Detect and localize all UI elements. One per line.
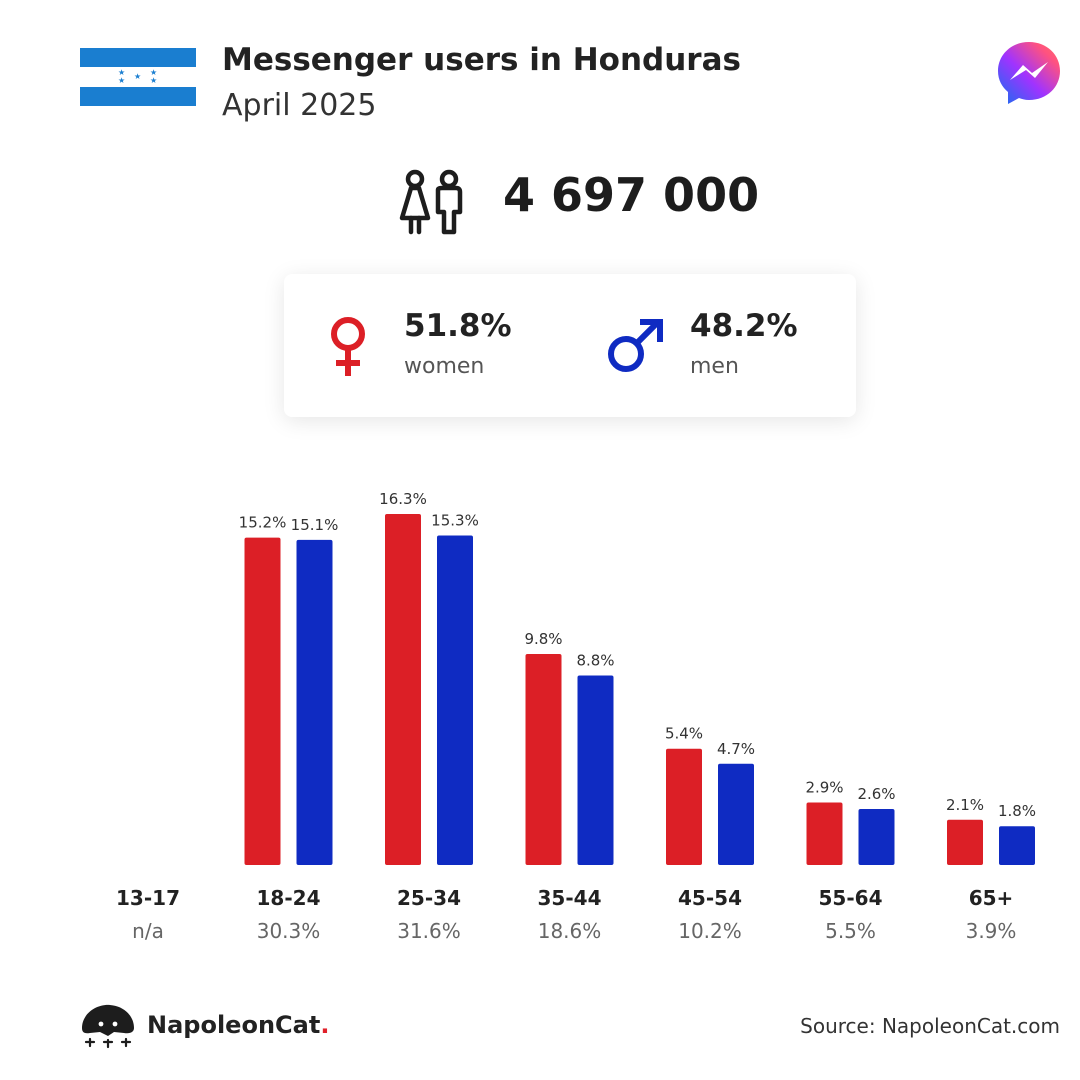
- bar-women-25-34: [385, 514, 421, 865]
- page-title: Messenger users in Honduras: [222, 42, 741, 78]
- page-subtitle: April 2025: [222, 88, 377, 123]
- age-group-total: 3.9%: [966, 919, 1017, 943]
- svg-text:★: ★: [150, 76, 157, 85]
- bar-women-45-54: [666, 748, 702, 865]
- bar-men-25-34: [437, 535, 473, 865]
- age-group-label: 35-44: [538, 886, 602, 910]
- bar-women-18-24: [244, 537, 281, 865]
- age-group-total: n/a: [132, 919, 164, 943]
- brand-name: NapoleonCat.: [147, 1011, 329, 1039]
- women-label: women: [404, 354, 485, 379]
- people-icon: [399, 169, 463, 235]
- svg-text:★: ★: [150, 68, 157, 77]
- svg-text:★: ★: [118, 68, 125, 77]
- age-group-total: 30.3%: [257, 919, 321, 943]
- bar-label-men-25-34: 15.3%: [431, 512, 479, 530]
- svg-text:★: ★: [134, 72, 141, 81]
- age-group-label: 18-24: [257, 886, 321, 910]
- bar-label-women-55-64: 2.9%: [805, 779, 843, 797]
- source-note: Source: NapoleonCat.com: [800, 1014, 1060, 1038]
- age-group-label: 45-54: [678, 886, 742, 910]
- age-group-total: 31.6%: [397, 919, 461, 943]
- messenger-logo-icon: [998, 42, 1060, 104]
- bar-men-45-54: [718, 763, 754, 865]
- bar-label-women-65+: 2.1%: [946, 796, 984, 814]
- bar-label-men-55-64: 2.6%: [857, 785, 895, 803]
- bar-label-men-65+: 1.8%: [998, 802, 1036, 820]
- bar-women-35-44: [525, 653, 562, 865]
- svg-text:★: ★: [118, 76, 125, 85]
- age-group-label: 13-17: [116, 886, 180, 910]
- bar-men-55-64: [858, 809, 895, 865]
- brand-name-text: NapoleonCat: [147, 1011, 321, 1039]
- women-percent: 51.8%: [404, 308, 512, 344]
- men-percent: 48.2%: [690, 308, 798, 344]
- napoleoncat-logo-icon: [82, 1004, 134, 1049]
- bar-label-men-35-44: 8.8%: [576, 652, 614, 670]
- bar-label-women-45-54: 5.4%: [665, 725, 703, 743]
- total-users: 4 697 000: [503, 168, 760, 222]
- age-group-label: 55-64: [819, 886, 883, 910]
- bar-label-men-45-54: 4.7%: [717, 740, 755, 758]
- honduras-flag: ★ ★ ★ ★ ★: [80, 48, 196, 106]
- age-group-total: 5.5%: [825, 919, 876, 943]
- bar-label-women-18-24: 15.2%: [239, 514, 287, 532]
- bar-women-55-64: [806, 802, 843, 865]
- male-symbol-icon: [608, 319, 663, 372]
- bar-label-women-25-34: 16.3%: [379, 490, 427, 508]
- bar-men-18-24: [296, 539, 333, 865]
- age-group-total: 18.6%: [538, 919, 602, 943]
- brand-dot: .: [320, 1011, 330, 1039]
- age-group-label: 25-34: [397, 886, 461, 910]
- bar-men-65+: [999, 826, 1035, 865]
- bar-men-35-44: [577, 675, 614, 865]
- age-group-label: 65+: [969, 886, 1014, 910]
- female-symbol-icon: [331, 317, 365, 376]
- gender-split-card: 51.8% women 48.2% men: [284, 274, 856, 417]
- bar-label-men-18-24: 15.1%: [291, 516, 339, 534]
- bar-label-women-35-44: 9.8%: [524, 630, 562, 648]
- bar-women-65+: [947, 819, 983, 865]
- age-group-total: 10.2%: [678, 919, 742, 943]
- men-label: men: [690, 354, 739, 379]
